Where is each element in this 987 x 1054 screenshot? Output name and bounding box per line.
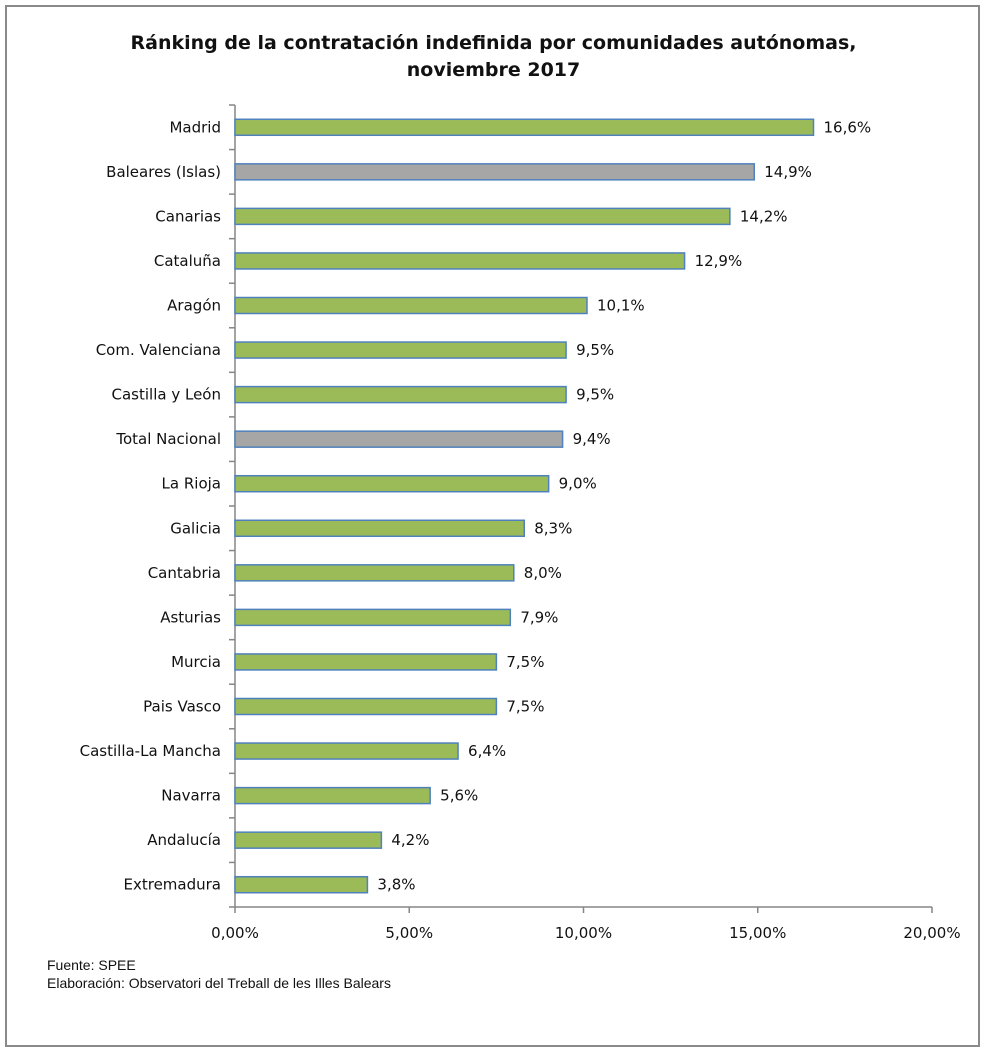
bar xyxy=(234,163,756,181)
category-label: Castilla-La Mancha xyxy=(80,742,221,760)
category-label: Pais Vasco xyxy=(143,698,221,716)
chart-title-line2: noviembre 2017 xyxy=(406,59,581,81)
bar xyxy=(234,653,498,671)
value-label: 4,2% xyxy=(391,831,429,849)
x-tick-label: 15,00% xyxy=(729,924,786,942)
bar xyxy=(234,252,686,270)
value-label: 3,8% xyxy=(377,876,415,894)
value-label: 9,5% xyxy=(576,386,614,404)
chart-axes xyxy=(229,104,933,913)
category-label: Asturias xyxy=(160,608,221,626)
value-label: 6,4% xyxy=(468,742,506,760)
source-note: Fuente: SPEE xyxy=(47,957,136,973)
value-label: 14,9% xyxy=(764,163,812,181)
category-label: Com. Valenciana xyxy=(96,341,221,359)
category-label: Baleares (Islas) xyxy=(106,163,221,181)
value-label: 5,6% xyxy=(440,787,478,805)
chart-footer: Fuente: SPEE Elaboración: Observatori de… xyxy=(47,956,391,992)
bar xyxy=(234,207,731,226)
bar xyxy=(234,697,498,716)
bar xyxy=(234,831,383,849)
value-label: 12,9% xyxy=(695,252,743,270)
value-label: 10,1% xyxy=(597,297,645,315)
value-label: 9,4% xyxy=(573,430,611,448)
x-tick-label: 10,00% xyxy=(555,924,612,942)
bar xyxy=(234,608,512,627)
bar xyxy=(234,385,567,404)
category-label: Andalucía xyxy=(147,831,221,849)
bar xyxy=(234,519,526,538)
value-label: 14,2% xyxy=(740,207,788,225)
bar xyxy=(234,474,550,493)
x-tick-label: 5,00% xyxy=(385,924,433,942)
category-label: Navarra xyxy=(161,787,221,805)
x-tick-label: 0,00% xyxy=(211,924,259,942)
elaboration-note: Elaboración: Observatori del Treball de … xyxy=(47,975,391,991)
value-label: 9,5% xyxy=(576,341,614,359)
bar xyxy=(234,118,815,137)
value-label: 16,6% xyxy=(824,118,872,136)
bar xyxy=(234,296,588,315)
category-label: Murcia xyxy=(171,653,221,671)
bar xyxy=(234,564,515,582)
value-label: 8,3% xyxy=(534,519,572,537)
value-label: 9,0% xyxy=(559,475,597,493)
bar xyxy=(234,430,564,448)
chart-title: Ránking de la contratación indefinida po… xyxy=(0,30,987,84)
category-label: Canarias xyxy=(155,207,221,225)
x-tick-label: 20,00% xyxy=(903,924,960,942)
category-label: Aragón xyxy=(167,297,221,315)
category-label: La Rioja xyxy=(162,475,221,493)
category-label: Total Nacional xyxy=(115,430,221,448)
chart-labels: 0,00% 5,00% 10,00% 15,00% 20,00% Madrid 16,6% B… xyxy=(80,118,961,942)
category-label: Madrid xyxy=(169,118,221,136)
value-label: 7,9% xyxy=(520,608,558,626)
chart-title-line1: Ránking de la contratación indefinida po… xyxy=(130,32,857,54)
category-label: Extremadura xyxy=(124,876,222,894)
value-label: 8,0% xyxy=(524,564,562,582)
bar xyxy=(234,341,567,359)
category-label: Castilla y León xyxy=(112,386,221,404)
category-label: Cantabria xyxy=(148,564,221,582)
value-label: 7,5% xyxy=(506,653,544,671)
value-label: 7,5% xyxy=(506,698,544,716)
bar xyxy=(234,875,369,894)
bar xyxy=(234,742,459,760)
chart-bars xyxy=(234,118,815,894)
category-label: Galicia xyxy=(170,519,221,537)
category-label: Cataluña xyxy=(154,252,221,270)
bar xyxy=(234,786,431,805)
